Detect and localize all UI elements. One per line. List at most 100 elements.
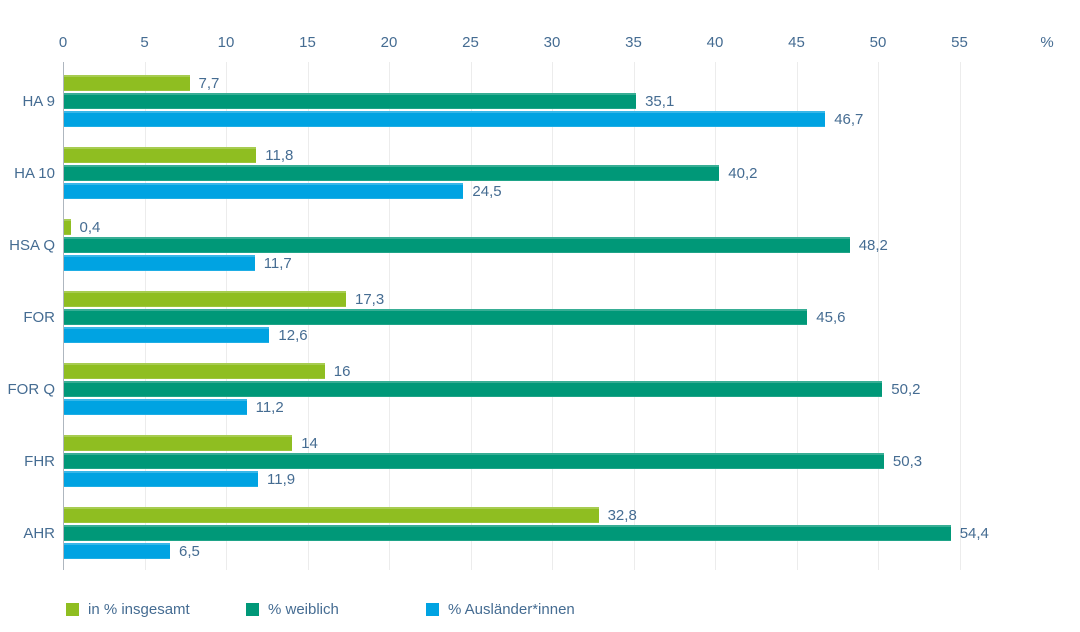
bar	[64, 219, 71, 235]
legend-label: % Ausländer*innen	[448, 601, 575, 618]
bar	[64, 471, 258, 487]
category-label: FHR	[24, 452, 55, 470]
bar-group: 0,4 48,2 11,7	[64, 219, 888, 272]
category-label: AHR	[23, 524, 55, 542]
bar	[64, 327, 270, 343]
axis-tick-label: 55	[951, 34, 968, 51]
bar-line: 35,1	[64, 92, 863, 110]
bar-line: 50,3	[64, 453, 922, 470]
legend-label: % weiblich	[268, 601, 339, 618]
bar	[64, 435, 293, 451]
axis-zero-line	[63, 62, 64, 570]
bar-value-label: 11,2	[255, 398, 284, 416]
category-row: HA 10 11,8 40,2 24,5	[0, 146, 1080, 200]
bar-group: 17,3 45,6 12,6	[64, 290, 846, 344]
bar-line: 45,6	[64, 309, 846, 326]
bar	[64, 309, 808, 325]
category-label: FOR	[23, 308, 55, 326]
bar-value-label: 6,5	[179, 542, 200, 560]
axis-tick-label: 20	[380, 34, 398, 51]
bar-line: 48,2	[64, 236, 888, 254]
bar-value-label: 48,2	[858, 236, 888, 254]
bar-line: 32,8	[64, 507, 989, 524]
bar	[64, 525, 951, 541]
axis-tick-label: 50	[869, 34, 887, 51]
category-label: HA 10	[14, 164, 55, 182]
category-row: HA 9 7,7 35,1 46,7	[0, 74, 1080, 128]
bar-group: 16 50,2 11,2	[64, 362, 921, 416]
bar	[64, 399, 247, 415]
bar-group: 32,8 54,4 6,5	[64, 507, 989, 560]
bar-line: 40,2	[64, 165, 758, 182]
category-row: FOR Q 16 50,2 11,2	[0, 362, 1080, 416]
bar-line: 11,8	[64, 146, 758, 164]
bar-value-label: 46,7	[834, 110, 864, 128]
axis-tick-label: 35	[625, 34, 642, 51]
bar-value-label: 17,3	[355, 290, 385, 308]
legend-swatch	[426, 603, 439, 616]
legend: in % insgesamt % weiblich % Ausländer*inne…	[66, 601, 575, 618]
bar-line: 0,4	[64, 219, 888, 236]
bar-value-label: 14	[301, 434, 318, 452]
bar-line: 7,7	[64, 74, 863, 92]
bar-line: 14	[64, 434, 922, 452]
category-label: HSA Q	[9, 236, 55, 254]
axis-tick-label: 25	[462, 34, 479, 51]
bar-value-label: 11,7	[263, 254, 292, 272]
axis-tick-label: 0	[58, 34, 68, 51]
category-label: FOR Q	[7, 380, 56, 398]
bar	[64, 237, 850, 253]
bar-value-label: 24,5	[472, 182, 502, 200]
category-label: HA 9	[22, 92, 55, 110]
bar-line: 46,7	[64, 110, 864, 128]
bar	[64, 75, 190, 91]
bar	[64, 111, 826, 127]
axis-tick-label: 40	[706, 34, 724, 51]
bar	[64, 507, 599, 523]
bar-value-label: 50,2	[891, 380, 921, 398]
bar-line: 17,3	[64, 290, 846, 308]
bar	[64, 165, 720, 181]
bar-line: 24,5	[64, 182, 758, 200]
bar-line: 12,6	[64, 326, 846, 344]
category-row: FOR 17,3 45,6 12,6	[0, 290, 1080, 344]
gridline	[878, 62, 879, 570]
axis-tick-label: 15	[299, 34, 316, 51]
axis-tick-label: 10	[217, 34, 235, 51]
gridline	[959, 62, 961, 570]
legend-swatch	[66, 603, 79, 616]
legend-swatch	[246, 603, 259, 616]
plot-area: HA 9 7,7 35,1 46,7 HA 10 11,8 40,2 24,5 HSA Q 0,4…	[0, 62, 1080, 570]
bar-value-label: 11,8	[265, 146, 294, 164]
bar-value-label: 35,1	[645, 92, 675, 110]
bar-line: 11,2	[64, 398, 921, 416]
legend-item: % weiblich	[246, 601, 426, 618]
bar-value-label: 12,6	[278, 326, 308, 344]
bar-line: 50,2	[64, 380, 921, 398]
bar-value-label: 7,7	[198, 74, 220, 92]
bar	[64, 381, 883, 397]
bar-value-label: 54,4	[959, 524, 989, 542]
bar-value-label: 11,9	[267, 470, 296, 488]
axis-tick-label: 45	[788, 34, 805, 51]
legend-label: in % insgesamt	[88, 601, 190, 618]
axis-tick-label: 5	[140, 34, 149, 51]
bar	[64, 93, 637, 109]
bar	[64, 183, 464, 199]
bar-group: 11,8 40,2 24,5	[64, 146, 758, 200]
axis-unit-label: %	[1040, 34, 1054, 51]
bar	[64, 147, 257, 163]
bar-value-label: 16	[333, 362, 351, 380]
bar-line: 11,9	[64, 470, 922, 488]
bar-group: 14 50,3 11,9	[64, 434, 922, 488]
legend-item: in % insgesamt	[66, 601, 246, 618]
bar	[64, 291, 346, 307]
category-row: AHR 32,8 54,4 6,5	[0, 507, 1080, 560]
bar	[64, 363, 325, 379]
bar	[64, 543, 170, 559]
axis-tick-label: 30	[543, 34, 561, 51]
bar-line: 6,5	[64, 542, 989, 560]
bar-line: 16	[64, 362, 921, 380]
bar-group: 7,7 35,1 46,7	[64, 74, 864, 128]
